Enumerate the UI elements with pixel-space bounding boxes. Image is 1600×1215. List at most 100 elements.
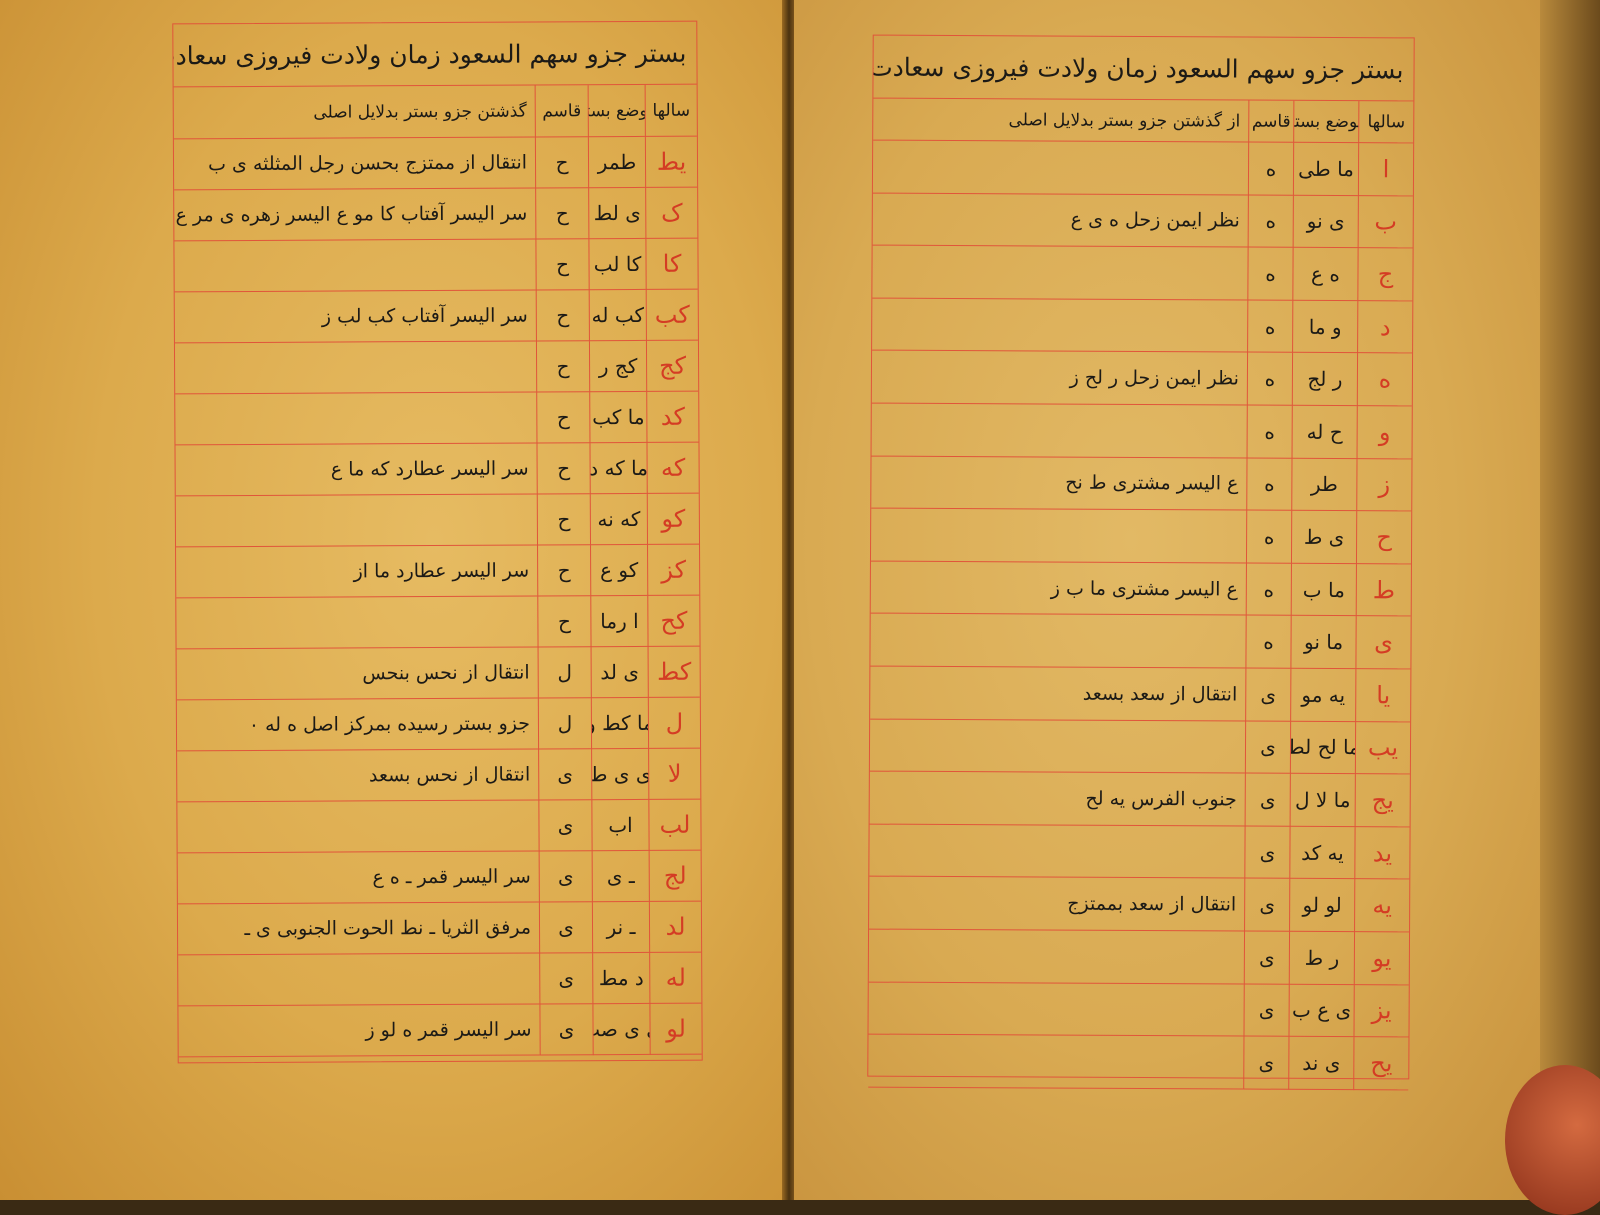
note-cell: انتقال از سعد بسعد (870, 666, 1246, 722)
table-row: که ما که د ح سر الیسر عطارد که ما ع (175, 442, 699, 497)
divider-cell: ح (534, 137, 589, 189)
note-cell (869, 824, 1245, 879)
year-cell: یح (1353, 1037, 1409, 1091)
note-cell (871, 403, 1247, 459)
year-cell: یط (644, 136, 698, 188)
note-cell (868, 929, 1245, 985)
position-cell: ی ند (1288, 1036, 1354, 1090)
table-body: یط طمر ح انتقال از ممتزج بحسن رجل المثلثه ی… (173, 136, 702, 1058)
table-row: ا ما طی ه (872, 140, 1414, 197)
header-notes: از گذشتن جزو بستر بدلایل اصلی (873, 98, 1249, 143)
note-cell: جزو بستر رسیده بمرکز اصل ه له ۰ (176, 698, 539, 752)
table-row: ل ما کط و ل جزو بستر رسیده بمرکز اصل ه له ۰ (176, 697, 701, 752)
table-title: بستر جزو سهم السعود زمان ولادت فیروزی سع… (173, 21, 697, 88)
year-cell: له (649, 952, 702, 1004)
column-header-row: سالها موضع بستر قاسم گذشتن جزو بستر بدلا… (173, 84, 697, 140)
divider-cell: ه (1247, 195, 1293, 248)
table-row: لو ی ی صب ی سر الیسر قمر ه لو ز (178, 1003, 702, 1058)
table-row: کز کو ع ح سر الیسر عطارد ما از (176, 544, 700, 599)
year-cell: ی (1355, 616, 1411, 670)
position-cell: کب له (588, 289, 646, 342)
year-cell: کد (646, 391, 699, 443)
table-row: کب کب له ح سر الیسر آفتاب کب لب ز (174, 289, 698, 344)
note-cell: انتقال از سعد بممتزج (869, 876, 1245, 932)
table-row: لج ـ ی ی سر الیسر قمر ـ ه ع (177, 850, 701, 905)
position-cell: ه ع (1292, 247, 1358, 301)
note-cell (872, 245, 1248, 301)
divider-cell: ح (536, 443, 590, 495)
position-cell: کج ر (588, 340, 647, 393)
divider-cell: ح (535, 188, 589, 240)
position-cell: ما کب (589, 391, 647, 444)
divider-cell: ح (536, 494, 591, 546)
position-cell: و ما (1292, 300, 1358, 354)
divider-cell: ه (1246, 405, 1292, 459)
table-row: لد ـ نر ی مرفق الثریا ـ نط الحوت الجنوبی ی … (177, 901, 702, 956)
table-row: لا ی ی ط ی انتقال از نحس بسعد (177, 748, 701, 803)
divider-cell: ح (536, 392, 590, 444)
position-cell: ر لج (1291, 353, 1358, 407)
position-cell: که نه (589, 493, 648, 546)
note-cell (872, 298, 1248, 353)
position-cell: ی نو (1292, 195, 1358, 249)
divider-cell: ه (1247, 300, 1293, 354)
note-cell: انتقال از نحس بنحس (176, 647, 538, 701)
year-cell: کا (645, 238, 698, 290)
note-cell (175, 392, 537, 446)
divider-cell: ه (1247, 142, 1294, 196)
note-cell (870, 613, 1246, 669)
divider-cell: ی (538, 851, 592, 903)
position-cell: ی ی ط (591, 748, 649, 801)
year-cell: ز (1356, 458, 1412, 512)
page-edge-background (1540, 0, 1600, 1200)
note-cell: انتقال از ممتزج بحسن رجل المثلثه ی ب (173, 137, 536, 191)
position-cell: ما کط و (590, 697, 649, 750)
note-cell: سر الیسر عطارد که ما ع (175, 443, 537, 497)
divider-cell: ی (1244, 721, 1291, 774)
note-cell (177, 800, 539, 854)
table-row: یح ی ند ی (868, 1034, 1409, 1091)
note-cell: مرفق الثریا ـ نط الحوت الجنوبی ی ـ (177, 902, 540, 956)
note-cell (176, 596, 538, 650)
note-cell: سر الیسر آفتاب کا مو ع الیسر زهره ی مر ع… (174, 188, 536, 242)
note-cell (178, 953, 540, 1007)
position-cell: ما طی (1292, 142, 1359, 196)
table-row: کد ما کب ح (175, 391, 699, 446)
table-row: ز طر ه ع الیسر مشتری ط نح (871, 456, 1412, 512)
divider-cell: ی (538, 800, 592, 852)
position-cell: ی ع ب (1288, 984, 1354, 1038)
divider-cell: ل (537, 647, 591, 699)
position-cell: ح له (1291, 405, 1357, 459)
year-cell: ا (1357, 143, 1414, 197)
left-manuscript-page: بستر جزو سهم السعود زمان ولادت فیروزی سع… (0, 0, 790, 1200)
position-cell: یه مو (1290, 668, 1356, 722)
note-cell (869, 719, 1246, 774)
position-cell: اب (591, 799, 649, 852)
note-cell: نظر ایمن زحل ر لح ز (871, 350, 1248, 406)
table-row: له د مط ی (178, 952, 702, 1007)
note-cell (870, 508, 1247, 564)
divider-cell: ی (1244, 773, 1290, 827)
position-cell: ما که د (589, 442, 647, 495)
book-gutter (782, 0, 796, 1200)
divider-cell: ی (1243, 1036, 1289, 1090)
year-cell: یب (1354, 721, 1411, 775)
table-row: لب اب ی (177, 799, 701, 854)
note-cell: سر الیسر قمر ـ ه ع (177, 851, 539, 905)
header-years: سالها (1358, 101, 1414, 144)
header-position: موضع بستر (587, 84, 645, 138)
year-cell: ک (645, 187, 698, 239)
divider-cell: ه (1246, 352, 1293, 406)
divider-cell: ح (535, 290, 589, 342)
position-cell: کو ع (590, 544, 648, 597)
note-cell (174, 239, 536, 293)
table-row: یج ما لا ل ی جنوب الفرس یه لح (869, 771, 1410, 828)
position-cell: ی ط (1290, 510, 1357, 564)
note-cell (174, 341, 537, 395)
year-cell: و (1356, 406, 1412, 459)
year-cell: ب (1357, 195, 1413, 249)
note-cell: سر الیسر عطارد ما از (176, 545, 538, 599)
divider-cell: ی (1244, 878, 1290, 932)
